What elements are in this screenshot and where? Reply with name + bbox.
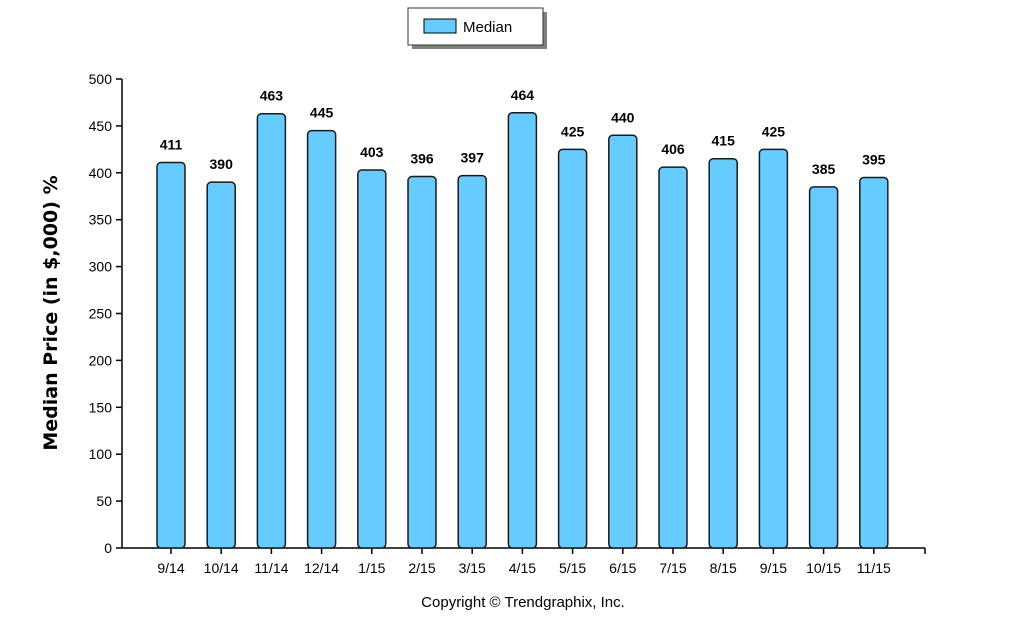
data-label: 406 (661, 141, 685, 157)
bar-11-15 (859, 176, 889, 549)
bar-1-15 (357, 169, 387, 549)
y-tick-label: 150 (89, 399, 113, 415)
x-tick-label: 1/15 (358, 560, 385, 576)
legend-label-median: Median (463, 19, 512, 36)
bar-9-15 (758, 148, 789, 549)
y-tick-label: 50 (96, 493, 112, 509)
legend: Median (407, 7, 547, 49)
bar-11-14 (256, 112, 287, 549)
bar-4-15 (507, 112, 538, 549)
y-tick-label: 100 (89, 446, 113, 462)
y-tick-label: 0 (104, 540, 112, 556)
y-tick-label: 300 (89, 259, 113, 275)
data-label: 425 (561, 123, 585, 139)
bar-3-15 (457, 174, 487, 549)
y-axis-label: Median Price (in $,000) % (40, 175, 62, 450)
x-tick-label: 4/15 (509, 560, 536, 576)
data-label: 415 (712, 133, 736, 149)
x-tick-label: 2/15 (408, 560, 435, 576)
y-ticks: 0 50 100 150 200 250 300 350 400 450 500 (89, 71, 122, 556)
data-label: 411 (160, 136, 183, 152)
copyright-footer: Copyright © Trendgraphix, Inc. (421, 594, 625, 611)
y-tick-label: 250 (89, 306, 113, 322)
bar-8-15 (708, 157, 738, 549)
bar-12-14 (306, 129, 337, 549)
data-label: 385 (812, 161, 836, 177)
data-label: 396 (410, 151, 434, 167)
x-tick-label: 11/14 (254, 560, 288, 576)
bars (156, 112, 889, 549)
data-labels: 411 390 463 445 403 396 397 464 425 440 406 415 425 3… (160, 87, 886, 177)
data-label: 445 (310, 105, 334, 121)
bar-2-15 (407, 175, 437, 549)
y-tick-label: 350 (89, 212, 113, 228)
x-tick-label: 5/15 (559, 560, 586, 576)
data-label: 397 (461, 150, 485, 166)
data-label: 403 (360, 144, 384, 160)
x-tick-label: 10/15 (806, 560, 841, 576)
x-tick-label: 10/14 (204, 560, 239, 576)
y-tick-label: 200 (89, 352, 113, 368)
data-label: 440 (611, 109, 635, 125)
x-ticks: 9/14 10/14 11/14 12/14 1/15 2/15 3/15 4/15 5/15 6… (157, 548, 926, 576)
data-label: 425 (762, 123, 786, 139)
data-label: 463 (260, 88, 284, 104)
bar-5-15 (557, 148, 588, 549)
x-tick-label: 11/15 (857, 560, 891, 576)
bar-6-15 (608, 134, 638, 549)
bar-9-14 (156, 161, 186, 549)
bar-7-15 (658, 166, 688, 549)
y-tick-label: 400 (89, 165, 113, 181)
y-tick-label: 450 (89, 118, 113, 134)
y-tick-label: 500 (89, 71, 113, 87)
x-tick-label: 6/15 (609, 560, 636, 576)
x-tick-label: 9/15 (760, 560, 787, 576)
legend-swatch-median (423, 18, 457, 34)
x-tick-label: 8/15 (710, 560, 737, 576)
bar-10-14 (206, 181, 236, 549)
x-tick-label: 3/15 (459, 560, 486, 576)
data-label: 395 (862, 151, 886, 167)
bar-10-15 (808, 186, 839, 549)
data-label: 464 (511, 87, 535, 103)
x-tick-label: 7/15 (659, 560, 686, 576)
x-tick-label: 9/14 (157, 560, 184, 576)
x-tick-label: 12/14 (304, 560, 339, 576)
data-label: 390 (210, 156, 234, 172)
